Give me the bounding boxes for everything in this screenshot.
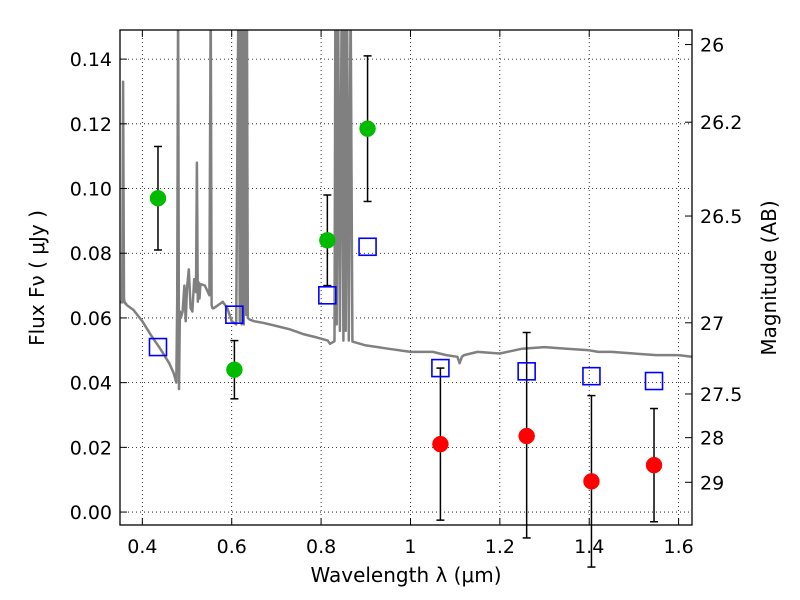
y-axis-label: Flux Fν ( μJy ) [25, 210, 49, 346]
model-flux-square [358, 237, 377, 257]
plot-background [120, 30, 692, 525]
y-tick-label: 0.04 [70, 373, 112, 395]
green-flux-point [149, 189, 167, 207]
x-tick-label: 1.4 [574, 536, 604, 558]
model-flux-square [318, 285, 337, 305]
y2-tick-label: 28 [700, 428, 724, 450]
model-flux-square [148, 337, 168, 357]
y-tick-label: 0.02 [70, 437, 112, 459]
x-axis-label: Wavelength λ (μm) [310, 563, 501, 587]
green-flux-point [359, 120, 376, 137]
x-tick-label: 0.6 [217, 536, 247, 558]
ticks: 0.4 0.6 0.8 1 1.2 1.4 1.6 0.00 0.02 0.04 0.06 0.08 0… [70, 30, 742, 558]
y2-tick-label: 27 [700, 313, 724, 335]
red-flux-point [645, 456, 663, 474]
green-flux-point [226, 361, 243, 378]
x-tick-label: 0.8 [306, 536, 336, 558]
green-flux-point [319, 232, 336, 249]
model-flux-square [582, 366, 601, 386]
y2-tick-label: 29 [700, 472, 724, 494]
y-tick-label: 0.00 [70, 502, 112, 524]
markers [148, 55, 664, 568]
y-tick-label: 0.14 [70, 49, 112, 71]
y2-axis-label: Magnitude (AB) [757, 200, 781, 355]
red-flux-point [518, 427, 535, 445]
model-flux-square [644, 371, 664, 391]
y-tick-label: 0.06 [70, 308, 112, 330]
y2-tick-label: 26 [700, 35, 724, 57]
plot-area [120, 30, 692, 391]
model-spectrum-line [120, 30, 692, 391]
model-flux-square [517, 362, 536, 381]
x-tick-label: 1 [404, 536, 416, 558]
y-tick-label: 0.10 [70, 179, 112, 201]
x-tick-label: 1.6 [663, 536, 693, 558]
red-flux-point [583, 473, 600, 490]
plot-frame [119, 29, 693, 526]
x-tick-label: 0.4 [127, 536, 157, 558]
y2-tick-label: 26.2 [700, 112, 742, 134]
y-tick-label: 0.08 [70, 243, 112, 265]
y2-tick-label: 27.5 [700, 384, 742, 406]
y2-tick-label: 26.5 [700, 206, 742, 228]
model-flux-square [431, 358, 450, 378]
y-tick-label: 0.12 [70, 114, 112, 136]
model-flux-square [225, 305, 244, 325]
x-tick-label: 1.2 [485, 536, 515, 558]
grid [120, 30, 692, 525]
red-flux-point [432, 435, 449, 453]
